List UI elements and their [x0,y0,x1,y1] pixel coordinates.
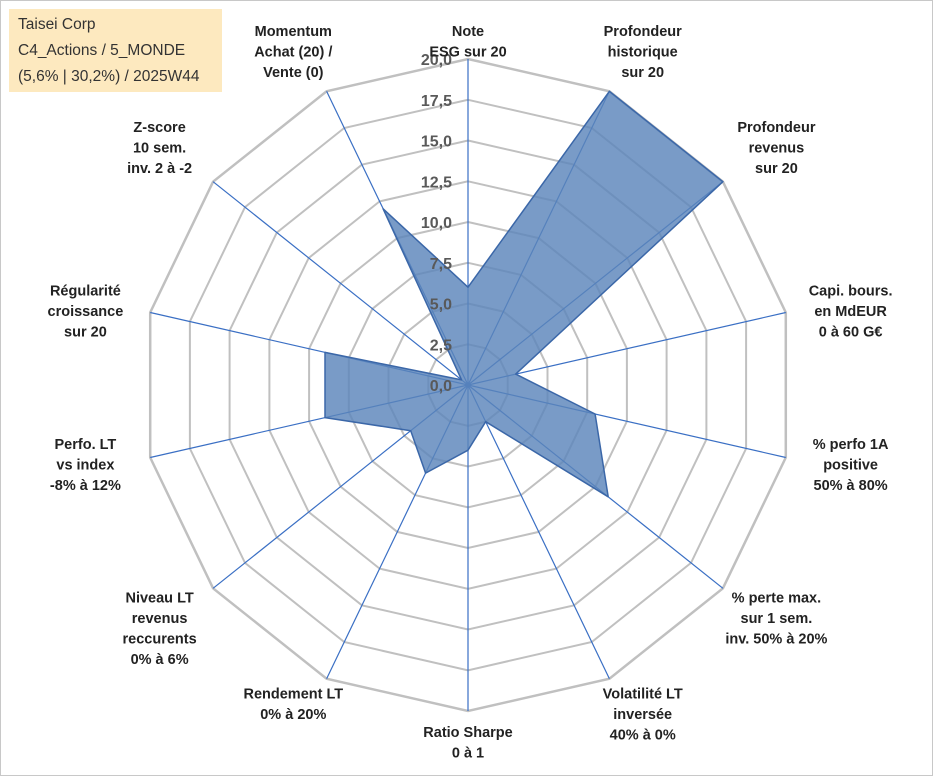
axis-label-line: Achat (20) / [254,44,332,60]
axis-label-line: Vente (0) [263,65,324,81]
axis-label-line: Niveau LT [125,591,193,607]
tick-label: 7,5 [430,256,452,273]
series-area [324,90,724,498]
company-name: Taisei Corp [18,16,96,33]
axis-label-line: 0 à 60 G€ [819,324,883,340]
tick-label: 17,5 [421,93,452,110]
axis-spoke [212,181,469,386]
axis-label-line: % perfo 1A [813,437,889,453]
axis-label-line: Note [452,24,484,40]
portfolio-path: C4_Actions / 5_MONDE [18,42,186,59]
axis-label-line: -8% à 12% [50,478,121,494]
tick-label: 12,5 [421,174,452,191]
axis-label-line: revenus [132,611,188,627]
axis-label: Volatilité LT inversée 40% à 0% [603,687,683,744]
radial-ticks: 0,0 2,5 5,0 7,5 10,0 12,5 15,0 17,5 20,0 [421,52,452,395]
axis-label-line: Rendement LT [243,687,343,703]
axis-label-line: Profondeur [604,24,682,40]
axis-label: Niveau LT revenus reccurents 0% à 6% [123,591,197,669]
axis-label: Profondeur historique sur 20 [604,24,682,81]
axis-label: % perte max. sur 1 sem. inv. 50% à 20% [725,591,827,648]
axis-label: Rendement LT 0% à 20% [243,687,343,724]
axis-label: Perfo. LT vs index -8% à 12% [50,437,121,494]
tick-label: 10,0 [421,215,452,232]
axis-label-line: 0% à 20% [260,707,326,723]
axis-label: Note ESG sur 20 [429,24,506,61]
performance-period: (5,6% | 30,2%) / 2025W44 [18,68,200,85]
axis-label-line: revenus [749,140,805,156]
axis-labels: Note ESG sur 20 Profondeur historique sur 20… [48,24,893,762]
axis-label-line: 50% à 80% [814,478,888,494]
axis-label-line: inv. 2 à -2 [127,161,192,177]
axis-label-line: Volatilité LT [603,687,683,703]
axis-spoke [467,311,786,386]
axis-label-line: Momentum [255,24,332,40]
axis-label-line: % perte max. [732,591,821,607]
axis-label-line: vs index [56,458,114,474]
radar-series [324,90,724,498]
tick-label: 15,0 [421,134,452,151]
axis-label-line: sur 20 [64,324,107,340]
axis-label-line: Capi. bours. [809,283,893,299]
axis-label-line: en MdEUR [814,304,887,320]
axis-label: Z-score 10 sem. inv. 2 à -2 [127,120,192,177]
info-box: Taisei Corp C4_Actions / 5_MONDE (5,6% |… [9,9,222,92]
axis-label: % perfo 1A positive 50% à 80% [813,437,889,494]
axis-label-line: Z-score [133,120,185,136]
tick-label: 2,5 [430,337,452,354]
axis-label-line: inversée [613,707,672,723]
axis-label: Régularité croissance sur 20 [48,283,124,340]
axis-label-line: reccurents [123,632,197,648]
axis-label-line: Profondeur [737,120,815,136]
axis-label-line: sur 1 sem. [741,611,813,627]
axis-spoke [467,384,610,679]
axis-label: Profondeur revenus sur 20 [737,120,815,177]
axis-label: Capi. bours. en MdEUR 0 à 60 G€ [809,283,893,340]
axis-label: Momentum Achat (20) / Vente (0) [254,24,332,81]
tick-label: 0,0 [430,378,452,395]
axis-label-line: inv. 50% à 20% [725,632,827,648]
axis-label-line: Perfo. LT [55,437,117,453]
axis-label-line: Ratio Sharpe [423,725,512,741]
axis-label-line: sur 20 [755,161,798,177]
axis-label-line: 10 sem. [133,140,186,156]
axis-label: Ratio Sharpe 0 à 1 [423,725,512,762]
tick-label: 20,0 [421,52,452,69]
axis-label-line: historique [608,44,678,60]
axis-label-line: croissance [48,304,124,320]
axis-label-line: ESG sur 20 [429,45,506,61]
axis-label-line: Régularité [50,283,121,299]
tick-label: 5,0 [430,297,452,314]
axis-label-line: 0 à 1 [452,746,484,762]
axis-label-line: 40% à 0% [610,728,676,744]
axis-label-line: 0% à 6% [131,652,189,668]
axis-label-line: positive [823,458,878,474]
axis-label-line: sur 20 [621,65,664,81]
